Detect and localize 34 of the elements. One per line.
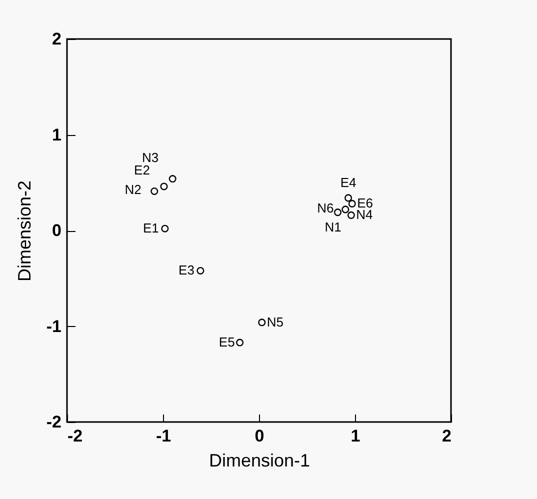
- point: [196, 266, 204, 274]
- point: [168, 175, 176, 183]
- y-tick-label: -1: [46, 316, 62, 336]
- y-tick-label: 0: [52, 221, 62, 240]
- x-tick-label: 1: [350, 426, 360, 446]
- point: [342, 206, 350, 214]
- point: [150, 187, 158, 195]
- x-axis-title: Dimension-1: [208, 450, 310, 470]
- point: [258, 318, 266, 326]
- annotation: E2: [134, 162, 150, 178]
- annotation: N6: [317, 200, 334, 216]
- x-tick-label: -1: [156, 426, 172, 446]
- point: [161, 224, 169, 232]
- x-tick-label: 2: [442, 426, 452, 446]
- y-tick-label: 2: [52, 30, 62, 48]
- x-tick-label: -2: [68, 426, 83, 446]
- y-tick-label: 1: [52, 125, 62, 144]
- point: [344, 194, 352, 202]
- annotation: N1: [324, 219, 342, 234]
- annotation: N5: [266, 314, 284, 330]
- point: [160, 182, 168, 190]
- point: [347, 211, 355, 219]
- y-axis-title: Dimension-2: [14, 180, 34, 282]
- annotation: E3: [178, 262, 194, 278]
- point: [348, 200, 356, 208]
- point: [236, 338, 244, 346]
- x-tick-label: 0: [254, 426, 264, 446]
- annotation: E4: [340, 174, 356, 190]
- annotation: N2: [124, 182, 142, 198]
- point: [334, 208, 342, 216]
- annotation: E1: [143, 220, 159, 236]
- y-tick-label: -2: [46, 412, 62, 432]
- annotation: N3: [142, 150, 159, 165]
- annotation: E5: [218, 334, 235, 350]
